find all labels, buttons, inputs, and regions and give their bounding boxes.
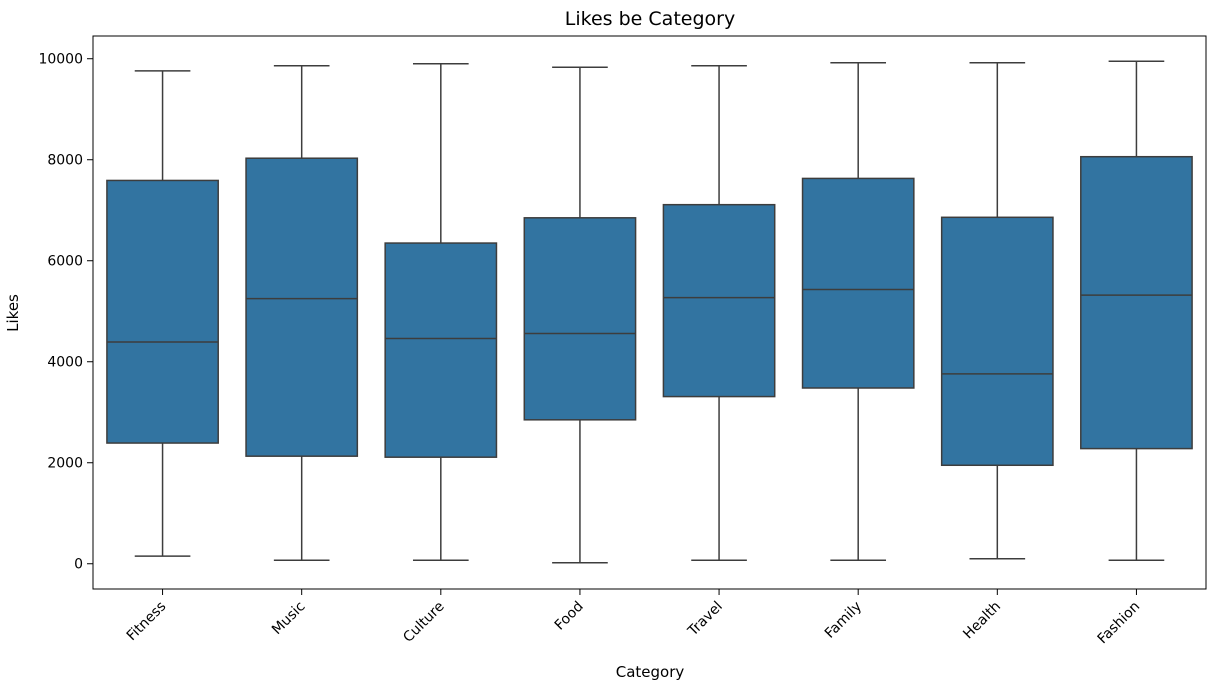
plot-area: 0 2000 4000 6000 8000 10000 Fitness Music Cultur… <box>38 35 1207 648</box>
chart-title: Likes be Category <box>565 8 735 30</box>
x-tick-label: Music <box>269 599 308 638</box>
y-tick-label: 10000 <box>38 52 83 68</box>
box-fashion <box>1080 155 1193 450</box>
box-culture <box>384 242 498 458</box>
x-axis-label: Category <box>616 663 685 681</box>
x-tick-label: Culture <box>400 599 447 646</box>
x-tick-label: Fashion <box>1095 599 1144 648</box>
x-tick-label: Travel <box>684 599 725 640</box>
box-health <box>940 216 1054 467</box>
y-tick-label: 6000 <box>47 254 83 270</box>
x-tick-label: Health <box>960 599 1004 643</box>
box-family <box>801 177 915 389</box>
y-tick-label: 4000 <box>47 355 83 371</box>
plot-frame <box>92 35 1207 590</box>
box-food <box>523 217 637 421</box>
y-tick-label: 0 <box>74 557 83 573</box>
x-tick-label: Food <box>552 599 587 634</box>
box-fitness <box>106 179 219 444</box>
x-tick-label: Family <box>822 599 865 642</box>
x-tick-label: Fitness <box>124 599 170 645</box>
y-tick-label: 8000 <box>47 153 83 169</box>
box-music <box>245 157 359 457</box>
box-travel <box>662 203 776 398</box>
y-axis-label: Likes <box>4 294 22 332</box>
y-tick-label: 2000 <box>47 456 83 472</box>
